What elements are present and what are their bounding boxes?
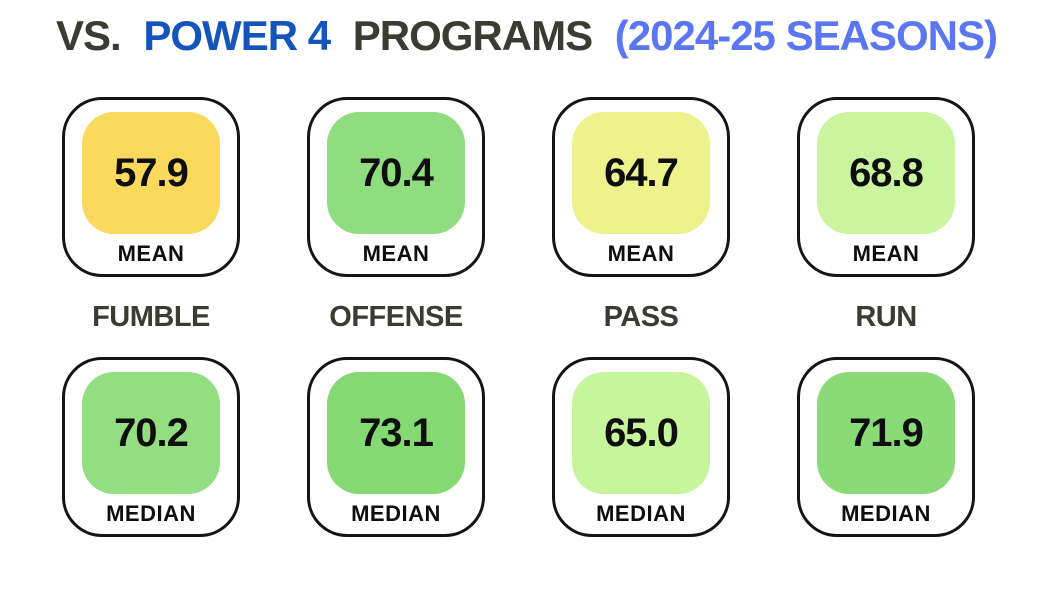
- mean-value-tile: 64.7: [572, 112, 710, 234]
- median-card: 65.0 MEDIAN: [552, 357, 730, 537]
- median-label: MEDIAN: [351, 501, 441, 526]
- median-value: 65.0: [604, 410, 679, 455]
- median-label: MEDIAN: [106, 501, 196, 526]
- title-highlight: POWER 4: [143, 12, 331, 59]
- title-prefix: VS.: [56, 12, 122, 59]
- median-value-tile: 71.9: [817, 372, 955, 494]
- title-middle: PROGRAMS: [352, 12, 593, 59]
- stat-column-pass: 64.7 MEAN PASS 65.0 MEDIAN: [552, 97, 730, 537]
- median-value-tile: 70.2: [82, 372, 220, 494]
- mean-card: 57.9 MEAN: [62, 97, 240, 277]
- stat-column-run: 68.8 MEAN RUN 71.9 MEDIAN: [797, 97, 975, 537]
- median-card: 73.1 MEDIAN: [307, 357, 485, 537]
- median-value: 71.9: [849, 410, 924, 455]
- median-label: MEDIAN: [596, 501, 686, 526]
- mean-value: 64.7: [604, 150, 679, 195]
- category-label: RUN: [855, 300, 917, 333]
- stat-column-offense: 70.4 MEAN OFFENSE 73.1 MEDIAN: [307, 97, 485, 537]
- category-label: OFFENSE: [329, 300, 463, 333]
- mean-value: 70.4: [359, 150, 434, 195]
- mean-label: MEAN: [117, 241, 185, 266]
- mean-card: 70.4 MEAN: [307, 97, 485, 277]
- mean-label: MEAN: [607, 241, 675, 266]
- stats-board: 57.9 MEAN FUMBLE 70.2 MEDIAN 70.4 MEAN O…: [62, 97, 975, 537]
- mean-label: MEAN: [852, 241, 920, 266]
- mean-card: 64.7 MEAN: [552, 97, 730, 277]
- median-label: MEDIAN: [841, 501, 931, 526]
- category-label: FUMBLE: [92, 300, 210, 333]
- median-value-tile: 65.0: [572, 372, 710, 494]
- median-value: 70.2: [114, 410, 189, 455]
- mean-value-tile: 70.4: [327, 112, 465, 234]
- mean-card: 68.8 MEAN: [797, 97, 975, 277]
- median-value: 73.1: [359, 410, 434, 455]
- mean-value: 57.9: [114, 150, 189, 195]
- median-card: 70.2 MEDIAN: [62, 357, 240, 537]
- mean-label: MEAN: [362, 241, 430, 266]
- title-season-range: (2024-25 SEASONS): [614, 12, 998, 59]
- mean-value: 68.8: [849, 150, 924, 195]
- median-value-tile: 73.1: [327, 372, 465, 494]
- category-label: PASS: [603, 300, 679, 333]
- page-title: VS. POWER 4 PROGRAMS (2024-25 SEASONS): [56, 12, 998, 60]
- stat-column-fumble: 57.9 MEAN FUMBLE 70.2 MEDIAN: [62, 97, 240, 537]
- mean-value-tile: 68.8: [817, 112, 955, 234]
- median-card: 71.9 MEDIAN: [797, 357, 975, 537]
- mean-value-tile: 57.9: [82, 112, 220, 234]
